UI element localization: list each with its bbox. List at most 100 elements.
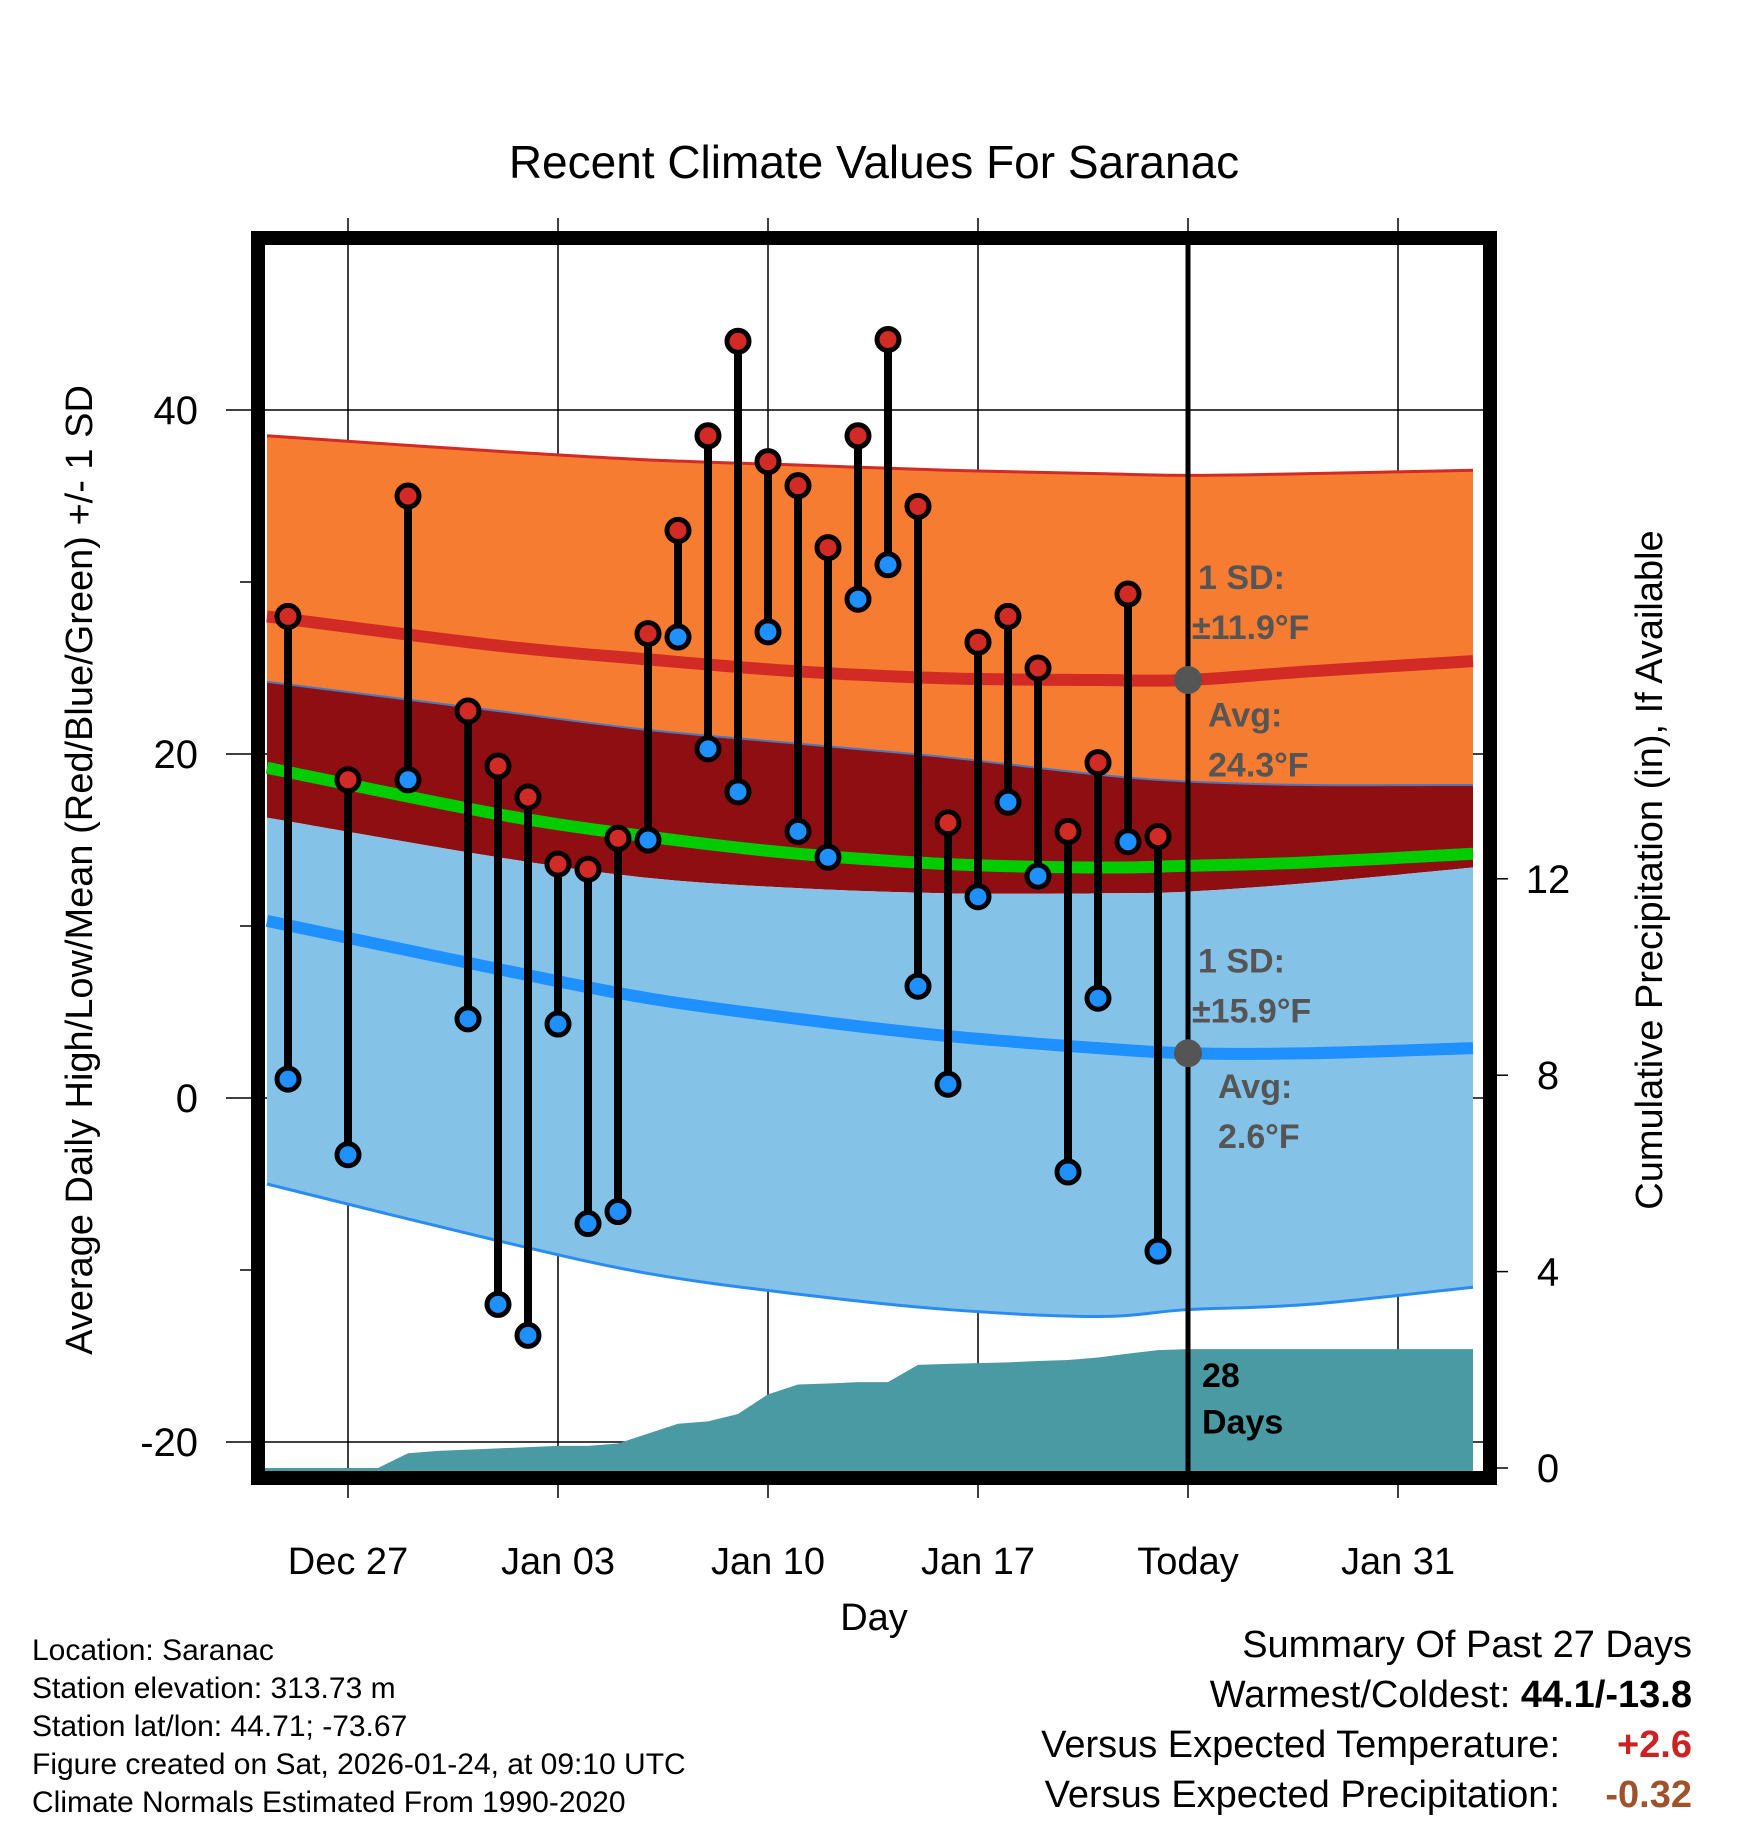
daily-low-point (814, 843, 842, 871)
daily-low-point (394, 766, 422, 794)
high-sd-band (267, 435, 1473, 786)
low-sd-label: 1 SD: (1198, 942, 1285, 980)
daily-low-point (334, 1141, 362, 1169)
overlap-band (267, 681, 1473, 894)
y2-tick-label: 4 (1537, 1251, 1559, 1295)
y-tick-label: 20 (154, 733, 199, 777)
daily-low-point (1084, 984, 1112, 1012)
daily-low-point (634, 826, 662, 854)
x-axis-label: Day (840, 1597, 908, 1639)
summary-precip-value: -0.32 (1605, 1774, 1692, 1816)
daily-high-point (994, 602, 1022, 630)
y-tick-label: 0 (176, 1077, 198, 1121)
daily-high-point (604, 824, 632, 852)
y2-tick-label: 8 (1537, 1054, 1559, 1098)
high-mean-line (266, 610, 1474, 687)
daily-low-point (934, 1070, 962, 1098)
days-unit-label: Days (1202, 1403, 1283, 1441)
daily-low-point (994, 788, 1022, 816)
precip-area (264, 1349, 1473, 1472)
daily-high-point (1114, 580, 1142, 608)
low-avg-label: Avg: (1218, 1068, 1292, 1106)
daily-low-point (874, 551, 902, 579)
daily-high-point (574, 855, 602, 883)
y2-tick-label: 0 (1537, 1447, 1559, 1491)
x-tick-label: Jan 10 (711, 1541, 825, 1583)
y-axis-label: Average Daily High/Low/Mean (Red/Blue/Gr… (59, 385, 101, 1355)
footer-location: Location: Saranac (32, 1634, 274, 1667)
daily-high-point (904, 492, 932, 520)
y-tick-label: 40 (154, 389, 199, 433)
daily-low-point (604, 1198, 632, 1226)
summary-precip-label: Versus Expected Precipitation: (1044, 1774, 1560, 1816)
x-tick-label: Jan 03 (501, 1541, 615, 1583)
daily-high-point (454, 697, 482, 725)
daily-low-point (1144, 1237, 1172, 1265)
daily-low-point (454, 1005, 482, 1033)
summary-precip: Versus Expected Precipitation: -0.32 (1045, 1774, 1692, 1817)
daily-low-point (694, 735, 722, 763)
daily-low-point (544, 1010, 572, 1038)
plot-area: 1 SD: ±11.9°F Avg: 24.3°F 1 SD: ±15.9°F Avg: 2.… (140, 218, 1570, 1583)
daily-low-point (1114, 828, 1142, 856)
summary-warm-cold: Warmest/Coldest: 44.1/-13.8 (1210, 1674, 1692, 1717)
daily-high-point (484, 752, 512, 780)
high-avg-label: Avg: (1208, 696, 1282, 734)
daily-high-point (814, 534, 842, 562)
summary-heading: Summary Of Past 27 Days (1242, 1624, 1692, 1666)
chart-title: Recent Climate Values For Saranac (509, 136, 1239, 188)
high-avg-marker (1174, 666, 1202, 695)
footer-created: Figure created on Sat, 2026-01-24, at 09… (32, 1748, 686, 1781)
low-sd-value: ±15.9°F (1192, 992, 1311, 1030)
x-tick-label: Dec 27 (288, 1541, 408, 1583)
daily-low-point (724, 778, 752, 806)
x-tick-label: Today (1137, 1541, 1238, 1583)
daily-high-point (724, 327, 752, 355)
summary-warm-cold-label: Warmest/Coldest: (1209, 1674, 1521, 1716)
daily-high-point (274, 602, 302, 630)
daily-low-point (664, 623, 692, 651)
y2-axis-label: Cumulative Precipitation (in), If Availa… (1629, 530, 1671, 1209)
summary-temp-value: +2.6 (1616, 1724, 1692, 1766)
high-upper-edge (266, 434, 1474, 477)
high-lower-edge (266, 680, 1474, 787)
daily-low-point (754, 618, 782, 646)
high-avg-value: 24.3°F (1208, 746, 1309, 784)
footer-elevation: Station elevation: 313.73 m (32, 1672, 396, 1705)
daily-low-point (904, 972, 932, 1000)
daily-high-point (394, 482, 422, 510)
y-tick-label: -20 (140, 1421, 198, 1465)
daily-high-point (934, 809, 962, 837)
days-count-label: 28 (1202, 1357, 1240, 1395)
plot-frame (251, 231, 1497, 1485)
plot-content (264, 244, 1484, 1472)
daily-high-point (1144, 823, 1172, 851)
daily-high-point (754, 448, 782, 476)
daily-high-point (1024, 654, 1052, 682)
daily-high-point (784, 472, 812, 500)
daily-high-point (964, 628, 992, 656)
low-mean-line (265, 914, 1474, 1060)
daily-high-point (334, 766, 362, 794)
x-tick-label: Jan 17 (921, 1541, 1035, 1583)
daily-low-point (274, 1065, 302, 1093)
daily-low-point (844, 585, 872, 613)
daily-low-point (514, 1321, 542, 1349)
y2-tick-label: 12 (1526, 858, 1571, 902)
daily-high-point (694, 422, 722, 450)
x-tick-label: Jan 31 (1341, 1541, 1455, 1583)
daily-low-point (964, 883, 992, 911)
low-avg-marker (1174, 1039, 1202, 1068)
footer-normals: Climate Normals Estimated From 1990-2020 (32, 1786, 626, 1819)
daily-high-point (1084, 749, 1112, 777)
daily-low-point (484, 1290, 512, 1318)
daily-high-point (874, 325, 902, 353)
daily-high-point (634, 620, 662, 648)
footer-latlon: Station lat/lon: 44.71; -73.67 (32, 1710, 408, 1743)
daily-high-point (664, 516, 692, 544)
high-sd-value: ±11.9°F (1192, 609, 1309, 647)
daily-high-point (514, 783, 542, 811)
summary-temp-label: Versus Expected Temperature: (1041, 1724, 1560, 1766)
mean-line (265, 761, 1474, 874)
